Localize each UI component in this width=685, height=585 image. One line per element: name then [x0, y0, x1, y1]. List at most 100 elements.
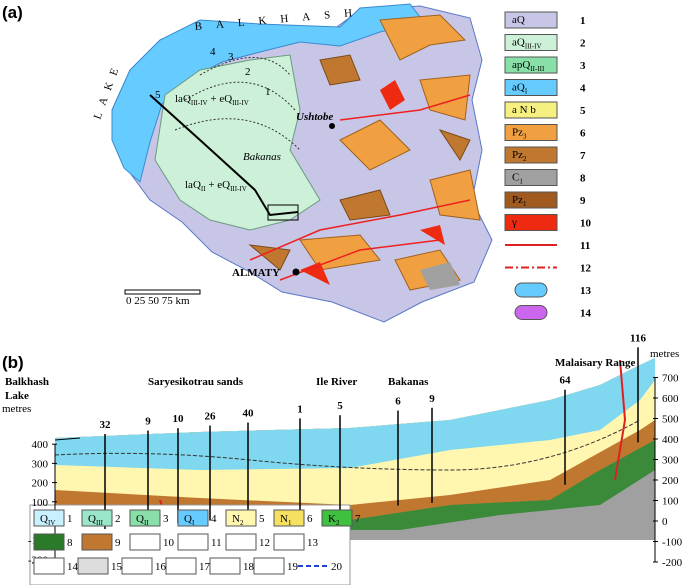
well-number: 40	[243, 408, 255, 420]
legend-code: Pz3	[512, 127, 527, 141]
legend-swatch	[81, 533, 113, 551]
legend-number: 10	[163, 537, 175, 549]
legend-number: 6	[307, 513, 313, 525]
legend-swatch	[129, 509, 161, 527]
place-name: Bakanas	[243, 151, 281, 163]
legend-number: 1	[580, 15, 586, 27]
subscript: III-IV	[230, 185, 247, 193]
well-number: 5	[337, 400, 343, 412]
pz-patches	[299, 14, 481, 291]
legend-number: 5	[259, 513, 265, 525]
scale-bar	[124, 289, 201, 295]
legend-swatch	[33, 509, 65, 527]
legend-swatch	[504, 169, 558, 186]
subscript: 1	[288, 519, 292, 527]
c1-patch	[420, 262, 460, 290]
legend-swatch	[504, 124, 558, 141]
legend-code: γ	[511, 217, 517, 229]
subscript: 1	[519, 178, 523, 186]
y-tick-label: 400	[32, 439, 49, 451]
code: Q	[184, 513, 192, 525]
legend-number: 7	[580, 150, 586, 162]
subscript: IV	[48, 519, 55, 527]
panel-b-text: (b) Balkhash Lake Saryesikotrau sands Il…	[2, 348, 679, 415]
legend-number: 18	[243, 561, 255, 573]
legend-number: 6	[580, 128, 586, 140]
city-dot	[292, 268, 300, 276]
granite	[300, 80, 445, 285]
legend-swatch	[514, 282, 548, 298]
legend-number: 9	[115, 537, 121, 549]
legend-number: 19	[287, 561, 299, 573]
panel-label: (b)	[2, 353, 24, 372]
legend-code: Pz2	[512, 149, 527, 163]
legend-swatch	[504, 79, 558, 96]
legend-swatch	[121, 557, 153, 575]
legend-swatch	[504, 214, 558, 231]
legend-number: 11	[211, 537, 222, 549]
y-tick-label: 700	[662, 373, 679, 385]
legend-swatch	[129, 533, 161, 551]
code: a N b	[512, 104, 536, 116]
legend-swatch	[504, 11, 558, 29]
legend-number: 5	[580, 105, 586, 117]
scale-label: 0 25 50 75 km	[126, 295, 190, 307]
place-name: Ushtobe	[296, 111, 333, 123]
legend-swatch	[177, 533, 209, 551]
place-name: Balkhash	[5, 376, 49, 388]
axis-unit: metres	[2, 403, 31, 415]
legend-number: 20	[331, 561, 343, 573]
code: aQ	[512, 14, 525, 26]
code: N	[232, 513, 240, 525]
legend-swatch	[504, 146, 558, 164]
legend-number: 16	[155, 561, 167, 573]
well-number: 116	[630, 332, 646, 344]
unit-label: laQII + eQIII-IV	[185, 179, 247, 193]
axis-unit: metres	[650, 348, 679, 360]
legend-code: C1	[512, 172, 523, 186]
y-tick-label: 500	[662, 414, 679, 426]
code: Pz	[512, 194, 523, 206]
place-name: Lake	[5, 390, 29, 402]
legend-swatch	[273, 509, 305, 527]
profile-line	[149, 94, 299, 217]
legend-number: 7	[355, 513, 361, 525]
y-tick-label: 300	[662, 455, 679, 467]
place-name: Malaisary Range	[555, 357, 635, 369]
legend-code: aQI	[512, 82, 528, 96]
legend-number: 13	[580, 285, 592, 297]
legend-swatch	[225, 509, 257, 527]
y-tick-label: 600	[662, 393, 679, 405]
legend-swatch	[514, 305, 548, 320]
y-tick-label: -200	[662, 557, 683, 569]
legend-swatch	[504, 34, 558, 51]
subscript: III	[96, 519, 104, 527]
y-tick-label: 400	[662, 434, 679, 446]
panel-label: (a)	[2, 3, 23, 22]
profile-number: 5	[155, 89, 161, 101]
profile-number: 2	[245, 66, 251, 78]
subscript: 2	[336, 519, 340, 527]
contact	[54, 419, 641, 471]
code: Pz	[512, 149, 523, 161]
legend-swatch	[504, 191, 558, 209]
legend-swatch	[504, 101, 558, 119]
legend-number: 12	[580, 263, 592, 275]
profile-number: 1	[265, 86, 271, 98]
code: laQ	[185, 179, 201, 191]
code: C	[512, 172, 519, 184]
well-number: 1	[297, 403, 303, 415]
legend-number: 1	[67, 513, 73, 525]
legend-number: 3	[580, 60, 586, 72]
well-number: 32	[100, 419, 112, 431]
legend-code: a N b	[512, 104, 536, 116]
legend-code: Pz1	[512, 194, 527, 208]
map	[111, 3, 493, 323]
code: + eQ	[208, 93, 233, 105]
code: K	[328, 513, 336, 525]
legend-swatch	[225, 533, 257, 551]
legend-number: 8	[580, 173, 586, 185]
subscript: II	[201, 185, 206, 193]
well-number: 9	[429, 393, 435, 405]
legend-number: 2	[580, 38, 586, 50]
